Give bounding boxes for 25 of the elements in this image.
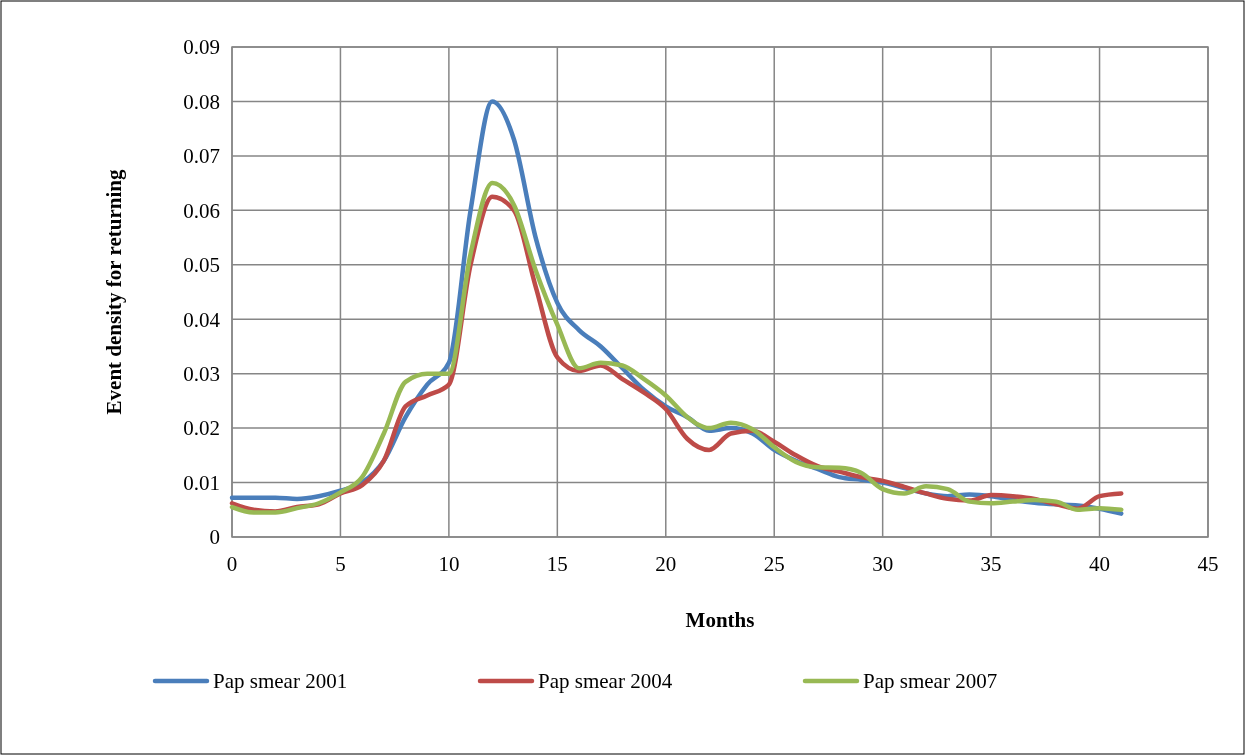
legend-label: Pap smear 2007 — [863, 669, 998, 694]
x-tick-label: 15 — [546, 552, 568, 576]
y-tick-label: 0.05 — [183, 253, 220, 278]
y-tick-label: 0.09 — [183, 35, 220, 60]
y-axis-title: Event density for returning — [102, 169, 126, 415]
y-tick-label: 0.01 — [183, 470, 220, 495]
y-tick-label: 0.07 — [183, 144, 220, 169]
x-tick-label: 5 — [335, 552, 346, 576]
y-tick-label: 0.03 — [183, 362, 220, 387]
legend-label: Pap smear 2001 — [213, 669, 348, 694]
legend-label: Pap smear 2004 — [538, 669, 673, 694]
x-tick-label: 45 — [1197, 552, 1219, 576]
y-tick-label: 0.08 — [183, 89, 220, 114]
y-tick-label: 0.06 — [183, 198, 220, 223]
x-tick-label: 20 — [655, 552, 677, 576]
x-tick-label: 25 — [763, 552, 785, 576]
x-tick-label: 30 — [872, 552, 894, 576]
x-tick-label: 0 — [226, 552, 238, 576]
y-tick-label: 0.04 — [183, 307, 221, 332]
y-tick-label: 0 — [209, 525, 220, 550]
x-tick-label: 35 — [980, 552, 1002, 576]
x-tick-label: 10 — [438, 552, 460, 576]
x-tick-label: 40 — [1089, 552, 1111, 576]
x-axis-title: Months — [685, 608, 755, 632]
y-tick-label: 0.02 — [183, 416, 220, 441]
